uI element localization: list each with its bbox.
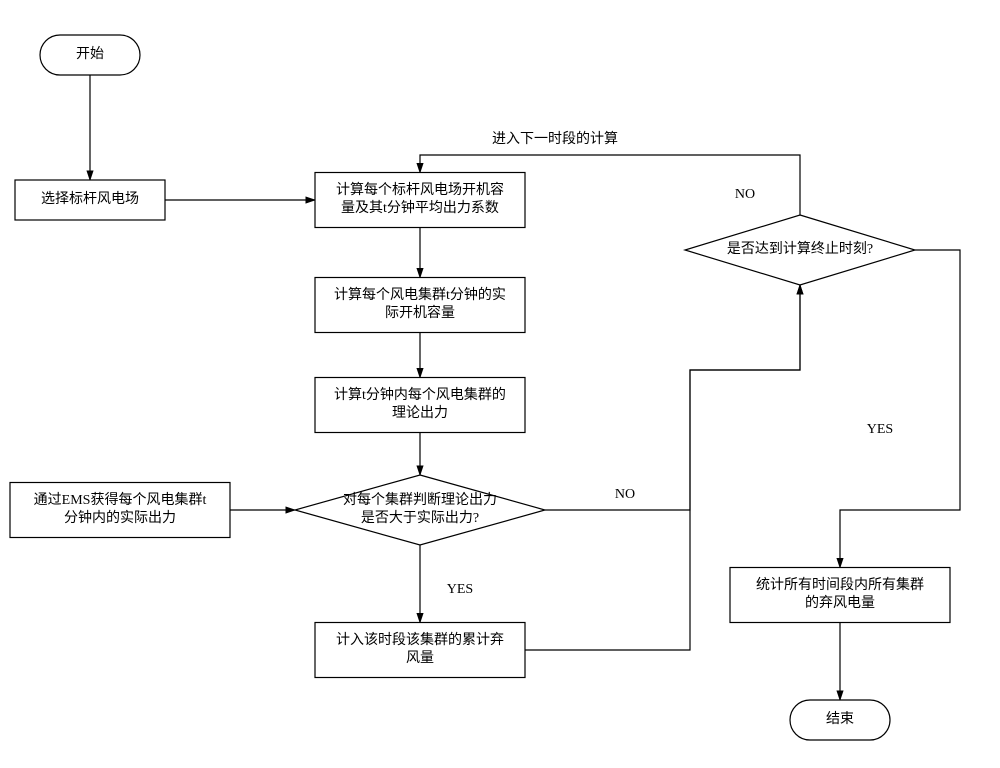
svg-text:量及其t分钟平均出力系数: 量及其t分钟平均出力系数 [341, 199, 499, 216]
edge-label: NO [735, 187, 755, 202]
node-decOutput: 对每个集群判断理论出力是否大于实际出力? [295, 475, 545, 545]
svg-text:的弃风电量: 的弃风电量 [805, 595, 875, 611]
edge-label: YES [867, 422, 893, 437]
node-accum: 计入该时段该集群的累计弃风量 [315, 623, 525, 678]
svg-text:开始: 开始 [76, 46, 104, 62]
node-ems: 通过EMS获得每个风电集群t分钟内的实际出力 [10, 483, 230, 538]
svg-text:计算每个风电集群t分钟的实: 计算每个风电集群t分钟的实 [334, 286, 506, 303]
node-calcBench: 计算每个标杆风电场开机容量及其t分钟平均出力系数 [315, 173, 525, 228]
svg-text:计入该时段该集群的累计弃: 计入该时段该集群的累计弃 [336, 631, 504, 648]
svg-text:通过EMS获得每个风电集群t: 通过EMS获得每个风电集群t [34, 491, 207, 508]
svg-text:际开机容量: 际开机容量 [385, 304, 455, 321]
node-start: 开始 [40, 35, 140, 75]
svg-text:结束: 结束 [826, 711, 854, 727]
node-decEnd: 是否达到计算终止时刻? [685, 215, 915, 285]
node-end: 结束 [790, 700, 890, 740]
svg-text:是否达到计算终止时刻?: 是否达到计算终止时刻? [727, 241, 873, 257]
edge-decEnd-stat [840, 250, 960, 568]
svg-text:是否大于实际出力?: 是否大于实际出力? [361, 510, 479, 526]
node-calcCap: 计算每个风电集群t分钟的实际开机容量 [315, 278, 525, 333]
svg-text:对每个集群判断理论出力: 对每个集群判断理论出力 [343, 491, 497, 508]
svg-text:统计所有时间段内所有集群: 统计所有时间段内所有集群 [756, 576, 924, 593]
node-calcTheo: 计算t分钟内每个风电集群的理论出力 [315, 378, 525, 433]
edge-label: NO [615, 487, 635, 502]
node-stat: 统计所有时间段内所有集群的弃风电量 [730, 568, 950, 623]
svg-text:理论出力: 理论出力 [392, 405, 448, 421]
svg-text:计算t分钟内每个风电集群的: 计算t分钟内每个风电集群的 [334, 386, 506, 403]
svg-text:分钟内的实际出力: 分钟内的实际出力 [64, 509, 176, 526]
svg-text:计算每个标杆风电场开机容: 计算每个标杆风电场开机容 [336, 181, 504, 198]
node-select: 选择标杆风电场 [15, 180, 165, 220]
svg-text:选择标杆风电场: 选择标杆风电场 [41, 191, 139, 207]
edge-decOutput-decEnd [545, 285, 800, 510]
edge-top-label: 进入下一时段的计算 [492, 131, 618, 147]
svg-text:风量: 风量 [406, 650, 434, 666]
edge-label: YES [447, 582, 473, 597]
